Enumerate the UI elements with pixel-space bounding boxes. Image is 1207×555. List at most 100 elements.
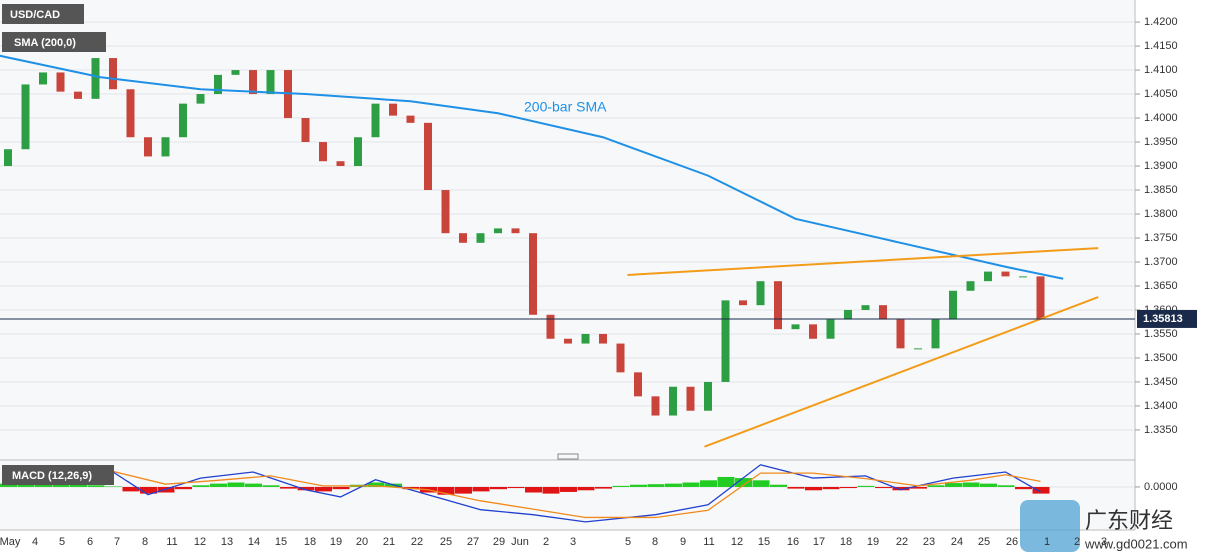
candle xyxy=(616,343,625,373)
x-tick-label: 22 xyxy=(896,536,908,548)
x-tick-label: 18 xyxy=(304,536,316,548)
y-tick-label: 1.4150 xyxy=(1144,40,1178,52)
watermark-brand: 广东财经 xyxy=(1085,508,1173,533)
histogram-bar xyxy=(822,486,840,490)
histogram-bar xyxy=(140,486,157,494)
x-tick-label: 3 xyxy=(1101,536,1107,548)
histogram-bar xyxy=(70,484,87,487)
x-tick-label: 22 xyxy=(411,536,423,548)
histogram-bar xyxy=(210,483,227,487)
x-tick-label: May xyxy=(0,536,21,548)
candle xyxy=(4,149,12,167)
candle xyxy=(826,319,835,339)
candle xyxy=(861,305,870,310)
histogram-bar xyxy=(647,484,665,487)
macd-line xyxy=(7,464,1041,523)
x-tick-label: 6 xyxy=(87,536,93,548)
candle xyxy=(914,348,922,350)
histogram-bar xyxy=(1015,486,1032,490)
histogram-bar xyxy=(612,485,630,487)
histogram-bar xyxy=(105,486,122,487)
histogram-bar xyxy=(262,485,280,487)
histogram-bar xyxy=(857,485,875,487)
symbol-box xyxy=(2,4,84,24)
y-tick-label: 1.3500 xyxy=(1144,352,1178,364)
x-tick-label: 23 xyxy=(923,536,935,548)
x-tick-label: 18 xyxy=(840,536,852,548)
y-tick-label: 0.0000 xyxy=(1144,481,1178,493)
x-tick-label: 2 xyxy=(1074,536,1080,548)
candle xyxy=(301,118,310,143)
x-tick-label: Jun xyxy=(511,536,529,548)
x-tick-label: 29 xyxy=(493,536,505,548)
last-price-box xyxy=(1137,309,1197,328)
histogram-bar xyxy=(280,486,297,489)
x-tick-label: 15 xyxy=(758,536,770,548)
y-tick-label: 1.3700 xyxy=(1144,256,1178,268)
x-tick-label: 25 xyxy=(978,536,990,548)
histogram-bar xyxy=(910,486,927,489)
y-tick-label: 1.3950 xyxy=(1144,136,1178,148)
candle xyxy=(424,122,432,191)
candle xyxy=(774,281,782,330)
y-tick-label: 1.4000 xyxy=(1144,112,1178,124)
candle xyxy=(354,137,362,167)
histogram-bar xyxy=(542,486,560,494)
x-tick-label: 11 xyxy=(166,536,177,548)
candle xyxy=(546,314,555,339)
histogram-bar xyxy=(875,486,892,489)
histogram-bar xyxy=(525,486,542,493)
histogram-bar xyxy=(630,484,647,487)
x-tick-label: 12 xyxy=(194,536,206,548)
histogram-bar xyxy=(770,484,787,487)
histogram-bar xyxy=(665,483,682,487)
candle xyxy=(56,72,65,92)
histogram-bar xyxy=(157,486,175,493)
histogram-bar xyxy=(787,486,805,489)
histogram-bar xyxy=(245,483,262,487)
candle xyxy=(791,324,800,330)
histogram-bar xyxy=(297,486,315,491)
histogram-bar xyxy=(997,485,1015,487)
histogram-bar xyxy=(507,486,525,489)
candle xyxy=(966,281,975,291)
y-tick-label: 1.4100 xyxy=(1144,64,1178,76)
indicator-label: SMA (200,0) xyxy=(14,37,76,49)
y-tick-label: 1.3650 xyxy=(1144,280,1178,292)
histogram-bar xyxy=(437,486,455,495)
x-tick-label: 19 xyxy=(867,536,879,548)
y-tick-label: 1.3400 xyxy=(1144,400,1178,412)
histogram-bar xyxy=(752,480,770,487)
y-tick-label: 1.3800 xyxy=(1144,208,1178,220)
candle xyxy=(179,103,187,138)
candle xyxy=(494,228,502,234)
histogram-bar xyxy=(892,486,910,491)
histogram-bar xyxy=(490,486,507,490)
histogram-bar xyxy=(0,483,17,487)
histogram-bar xyxy=(87,485,105,487)
histogram-bar xyxy=(927,485,945,487)
histogram-bar xyxy=(595,486,612,489)
x-tick-label: 20 xyxy=(356,536,368,548)
candle xyxy=(441,190,450,234)
y-tick-label: 1.3850 xyxy=(1144,184,1178,196)
y-tick-label: 1.3350 xyxy=(1144,424,1178,436)
candle xyxy=(476,233,485,243)
candle xyxy=(214,74,222,95)
histogram-bar xyxy=(227,482,245,487)
candle xyxy=(109,58,117,90)
candle xyxy=(406,115,415,123)
histogram-bar xyxy=(175,486,192,490)
candle xyxy=(196,94,205,104)
x-tick-label: 8 xyxy=(142,536,148,548)
x-tick-label: 27 xyxy=(467,536,479,548)
pane-handle[interactable] xyxy=(557,453,579,460)
signal-line xyxy=(7,470,1041,519)
candle xyxy=(949,290,957,320)
x-tick-label: 25 xyxy=(440,536,452,548)
histogram-bar xyxy=(122,486,140,492)
candle xyxy=(319,142,327,162)
candle xyxy=(266,70,275,95)
x-tick-label: 1 xyxy=(1044,536,1050,548)
candle xyxy=(581,333,590,344)
